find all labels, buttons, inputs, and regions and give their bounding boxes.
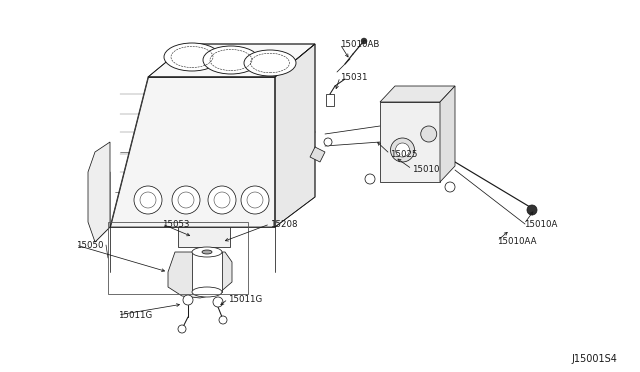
Polygon shape: [148, 44, 315, 77]
Circle shape: [445, 182, 455, 192]
Ellipse shape: [244, 50, 296, 76]
Text: 15050: 15050: [76, 241, 104, 250]
Circle shape: [527, 205, 537, 215]
Circle shape: [420, 126, 436, 142]
Ellipse shape: [164, 43, 220, 71]
Circle shape: [208, 186, 236, 214]
Circle shape: [134, 186, 162, 214]
Ellipse shape: [202, 250, 212, 254]
Text: 15010A: 15010A: [524, 219, 557, 228]
Circle shape: [241, 186, 269, 214]
Text: 15010: 15010: [412, 164, 440, 173]
Polygon shape: [380, 86, 455, 102]
Circle shape: [361, 38, 367, 44]
Text: 15031: 15031: [340, 73, 367, 81]
Circle shape: [172, 186, 200, 214]
Text: 15053: 15053: [162, 219, 189, 228]
Text: 15025: 15025: [390, 150, 417, 158]
Bar: [108, 222, 248, 294]
Polygon shape: [310, 147, 325, 162]
Ellipse shape: [203, 46, 259, 74]
Polygon shape: [275, 44, 315, 227]
Ellipse shape: [192, 287, 222, 297]
Circle shape: [324, 138, 332, 146]
Ellipse shape: [192, 247, 222, 257]
Text: 15011G: 15011G: [118, 311, 152, 320]
Circle shape: [396, 143, 410, 157]
Circle shape: [365, 174, 375, 184]
Polygon shape: [95, 172, 110, 242]
Circle shape: [219, 316, 227, 324]
Circle shape: [183, 295, 193, 305]
Polygon shape: [88, 142, 110, 242]
Polygon shape: [110, 77, 275, 227]
Circle shape: [390, 138, 415, 162]
Circle shape: [213, 297, 223, 307]
Bar: [192, 252, 222, 292]
Text: 15010AB: 15010AB: [340, 39, 380, 48]
Polygon shape: [440, 86, 455, 182]
Polygon shape: [380, 102, 440, 182]
Text: 15010AA: 15010AA: [497, 237, 536, 246]
Text: J15001S4: J15001S4: [572, 354, 618, 364]
Text: 15011G: 15011G: [228, 295, 262, 304]
Circle shape: [178, 325, 186, 333]
Polygon shape: [178, 227, 230, 247]
Text: 15208: 15208: [270, 219, 298, 228]
Polygon shape: [168, 252, 232, 298]
Bar: [326, 94, 334, 106]
